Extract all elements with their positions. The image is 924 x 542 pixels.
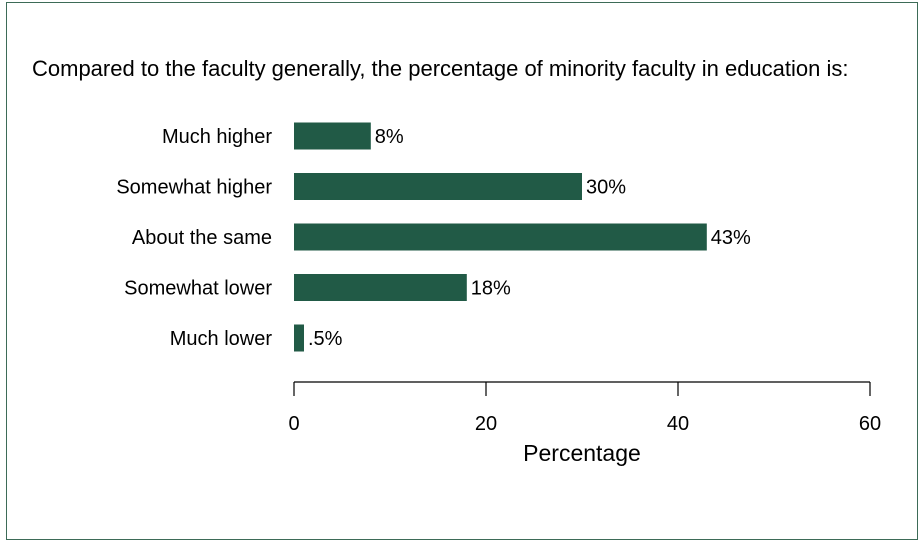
category-label: Much higher	[162, 126, 272, 148]
chart-frame	[6, 2, 918, 540]
category-label: Somewhat lower	[124, 278, 272, 300]
chart-title: Compared to the faculty generally, the p…	[32, 56, 849, 81]
bar-somewhat-lower	[294, 274, 467, 301]
value-label: 30%	[586, 177, 626, 199]
bar-much-lower	[294, 324, 304, 352]
x-axis-title: Percentage	[523, 440, 641, 466]
category-label: About the same	[132, 227, 272, 249]
value-label: 43%	[711, 227, 751, 249]
value-label: .5%	[308, 328, 343, 350]
x-tick-label: 60	[859, 413, 881, 435]
bars-group: Much higher 8% Somewhat higher 30% About the…	[116, 122, 751, 352]
x-axis: 0 20 40 60 Percentage	[288, 381, 881, 466]
value-label: 8%	[375, 126, 404, 148]
x-tick-label: 40	[667, 413, 689, 435]
bar-much-higher	[294, 122, 371, 150]
x-tick-label: 0	[288, 413, 299, 435]
category-label: Somewhat higher	[116, 177, 272, 199]
value-label: 18%	[471, 278, 511, 300]
bar-about-the-same	[294, 223, 707, 251]
category-label: Much lower	[170, 328, 273, 350]
bar-somewhat-higher	[294, 173, 582, 200]
x-tick-label: 20	[475, 413, 497, 435]
